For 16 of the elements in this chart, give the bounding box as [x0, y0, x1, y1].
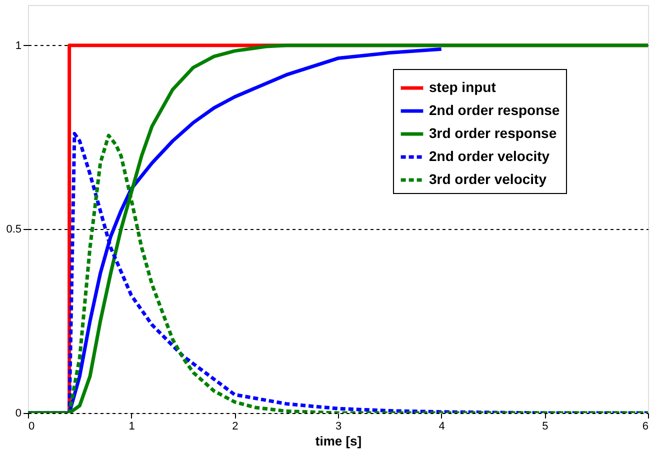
x-tick-label: 6 [642, 420, 648, 432]
x-tick-label: 0 [28, 420, 35, 432]
y-tick-label: 0.5 [6, 224, 22, 236]
legend-label: step input [429, 79, 496, 95]
x-tick-label: 5 [542, 420, 548, 432]
legend-label: 3rd order velocity [429, 171, 547, 187]
legend-label: 3rd order response [429, 125, 557, 141]
y-tick-label: 1 [15, 40, 22, 52]
legend-label: 2nd order velocity [429, 148, 550, 164]
legend-label: 2nd order response [429, 102, 560, 118]
x-tick-label: 3 [335, 420, 342, 432]
x-tick-label: 2 [232, 420, 238, 432]
x-tick-label: 4 [438, 420, 445, 432]
y-tick-label: 0 [15, 408, 22, 420]
x-tick-label: 1 [128, 420, 135, 432]
x-axis-title: time [s] [315, 434, 362, 448]
